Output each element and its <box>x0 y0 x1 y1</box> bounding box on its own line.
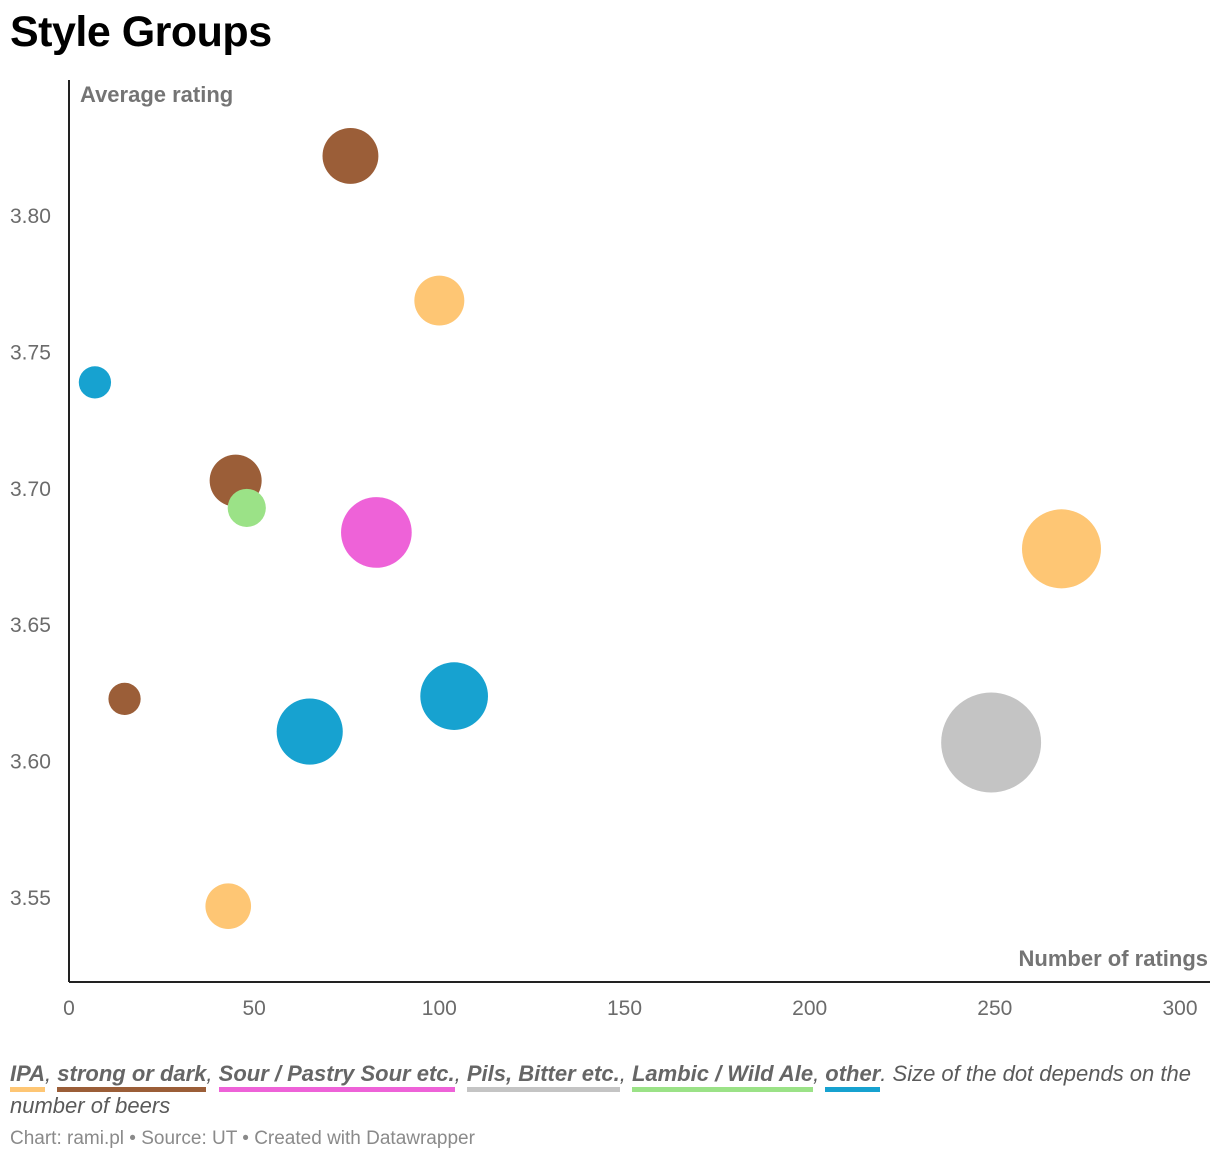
point-sour-pastry-sour-etc[interactable] <box>341 497 412 568</box>
legend-note: . Size of the dot depends on the number … <box>10 1061 1191 1118</box>
x-tick-label: 300 <box>1162 997 1197 1020</box>
x-tick-label: 50 <box>242 997 265 1020</box>
legend: IPA, strong or dark, Sour / Pastry Sour … <box>10 1060 1200 1120</box>
legend-item-lambic-wild-ale[interactable]: Lambic / Wild Ale <box>631 1061 814 1092</box>
legend-item-ipa[interactable]: IPA <box>10 1061 46 1092</box>
y-tick-label: 3.70 <box>10 478 51 501</box>
legend-item-sour-pastry-sour-etc[interactable]: Sour / Pastry Sour etc. <box>218 1061 455 1092</box>
point-other[interactable] <box>78 366 112 399</box>
legend-item-other[interactable]: other <box>825 1061 881 1092</box>
legend-separator: , <box>454 1061 467 1086</box>
x-tick-label: 200 <box>792 997 827 1020</box>
point-other[interactable] <box>420 662 488 730</box>
x-tick-label: 0 <box>63 997 75 1020</box>
legend-item-pils-bitter-etc[interactable]: Pils, Bitter etc. <box>466 1061 620 1092</box>
legend-separator: , <box>206 1061 219 1086</box>
point-ipa[interactable] <box>414 275 465 326</box>
y-tick-label: 3.75 <box>10 341 51 364</box>
y-axis-title: Average rating <box>80 82 233 107</box>
x-tick-label: 150 <box>607 997 642 1020</box>
data-points <box>78 128 1101 929</box>
legend-item-strong-or-dark[interactable]: strong or dark <box>57 1061 207 1092</box>
chart-title: Style Groups <box>10 8 272 56</box>
scatter-chart: 3.55 3.60 3.65 3.70 3.75 3.80 0 50 100 150 200 250… <box>10 80 1210 1020</box>
y-tick-label: 3.65 <box>10 614 51 637</box>
point-strong-or-dark[interactable] <box>322 128 379 184</box>
point-ipa[interactable] <box>205 883 252 929</box>
y-tick-label: 3.80 <box>10 205 51 228</box>
x-axis-title: Number of ratings <box>1019 946 1208 971</box>
point-other[interactable] <box>276 698 343 765</box>
y-tick-label: 3.60 <box>10 751 51 774</box>
point-strong-or-dark[interactable] <box>108 682 141 715</box>
y-axis-ticks: 3.55 3.60 3.65 3.70 3.75 3.80 <box>10 205 51 910</box>
point-lambic-wild-ale[interactable] <box>227 488 266 527</box>
credits: Chart: rami.pl • Source: UT • Created wi… <box>10 1128 475 1149</box>
legend-separator: , <box>45 1061 58 1086</box>
point-pils-bitter-etc[interactable] <box>941 692 1042 793</box>
x-tick-label: 250 <box>977 997 1012 1020</box>
x-tick-label: 100 <box>422 997 457 1020</box>
point-ipa[interactable] <box>1021 509 1101 589</box>
x-axis-ticks: 0 50 100 150 200 250 300 <box>63 997 1197 1020</box>
legend-separator: , <box>619 1061 632 1086</box>
y-tick-label: 3.55 <box>10 887 51 910</box>
legend-separator: , <box>813 1061 826 1086</box>
